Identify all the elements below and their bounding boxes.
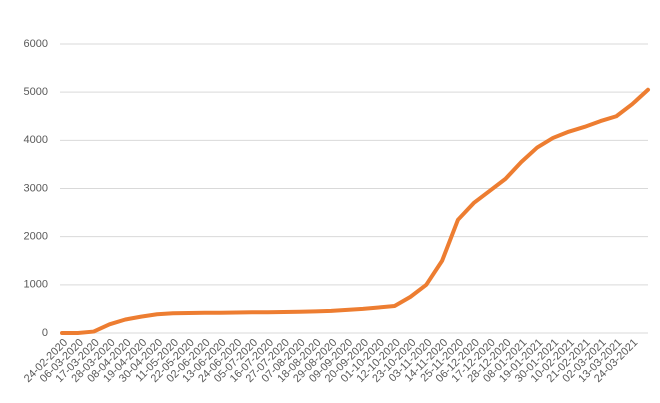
y-tick-label: 0 bbox=[42, 327, 48, 339]
y-tick-label: 5000 bbox=[24, 86, 48, 98]
y-tick-label: 4000 bbox=[24, 134, 48, 146]
y-tick-label: 3000 bbox=[24, 182, 48, 194]
y-tick-label: 1000 bbox=[24, 279, 48, 291]
y-tick-label: 6000 bbox=[24, 38, 48, 50]
y-tick-label: 2000 bbox=[24, 231, 48, 243]
data-line bbox=[60, 87, 650, 335]
